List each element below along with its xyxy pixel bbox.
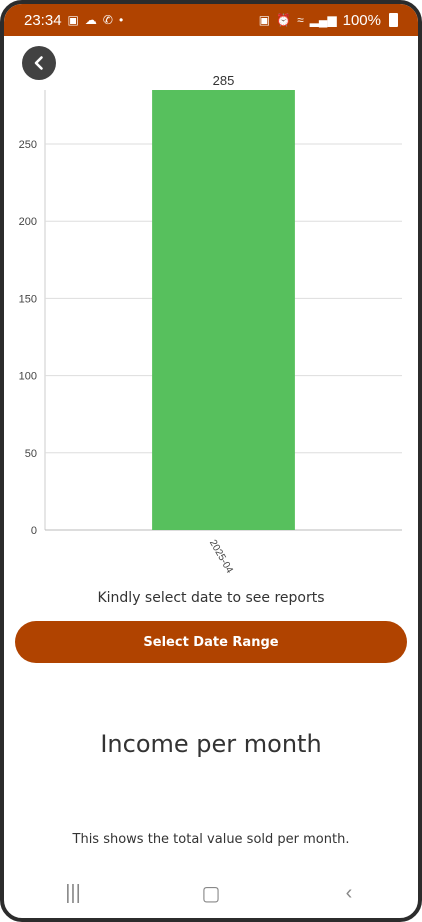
wifi-icon: ≈ xyxy=(297,13,304,27)
select-date-range-button[interactable]: Select Date Range xyxy=(15,621,407,663)
data-label: 285 xyxy=(213,73,235,88)
home-icon[interactable]: ▢ xyxy=(201,882,221,905)
navigation-bar: ||| ▢ ‹ xyxy=(4,868,418,918)
cloud-icon: ☁ xyxy=(84,13,97,27)
recent-apps-icon[interactable]: ||| xyxy=(65,881,81,904)
bar xyxy=(152,90,295,530)
chevron-left-icon xyxy=(34,56,43,70)
whatsapp-icon: ✆ xyxy=(102,13,113,27)
status-bar: 23:34 ▣ ☁ ✆ • ▣ ⏰ ≈ ▂▄▆ 100% xyxy=(4,4,418,36)
bar-chart: 0 50 100 150 200 250 285 2025-04 xyxy=(19,73,402,576)
battery-icon xyxy=(389,13,398,27)
dot-icon: • xyxy=(118,13,124,27)
section-description: This shows the total value sold per mont… xyxy=(72,832,350,847)
info-text: Kindly select date to see reports xyxy=(97,590,325,606)
lock-icon: ▣ xyxy=(258,13,271,27)
y-tick-label: 200 xyxy=(19,216,37,228)
status-time: 23:34 xyxy=(24,11,62,29)
y-tick-label: 50 xyxy=(25,448,37,460)
y-tick-label: 0 xyxy=(31,525,37,537)
y-tick-label: 150 xyxy=(19,293,37,305)
x-tick-label: 2025-04 xyxy=(207,538,235,576)
status-right: ▣ ⏰ ≈ ▂▄▆ 100% xyxy=(259,12,398,29)
status-left: 23:34 ▣ ☁ ✆ • xyxy=(24,12,123,29)
signal-icon: ▂▄▆ xyxy=(309,13,337,27)
battery-percent: 100% xyxy=(342,11,381,29)
back-nav-icon[interactable]: ‹ xyxy=(345,881,353,904)
y-tick-label: 100 xyxy=(19,371,37,383)
section-title: Income per month xyxy=(100,730,322,758)
y-tick-label: 250 xyxy=(19,139,37,151)
image-icon: ▣ xyxy=(67,13,79,27)
back-button[interactable] xyxy=(22,46,56,80)
alarm-icon: ⏰ xyxy=(276,13,292,27)
